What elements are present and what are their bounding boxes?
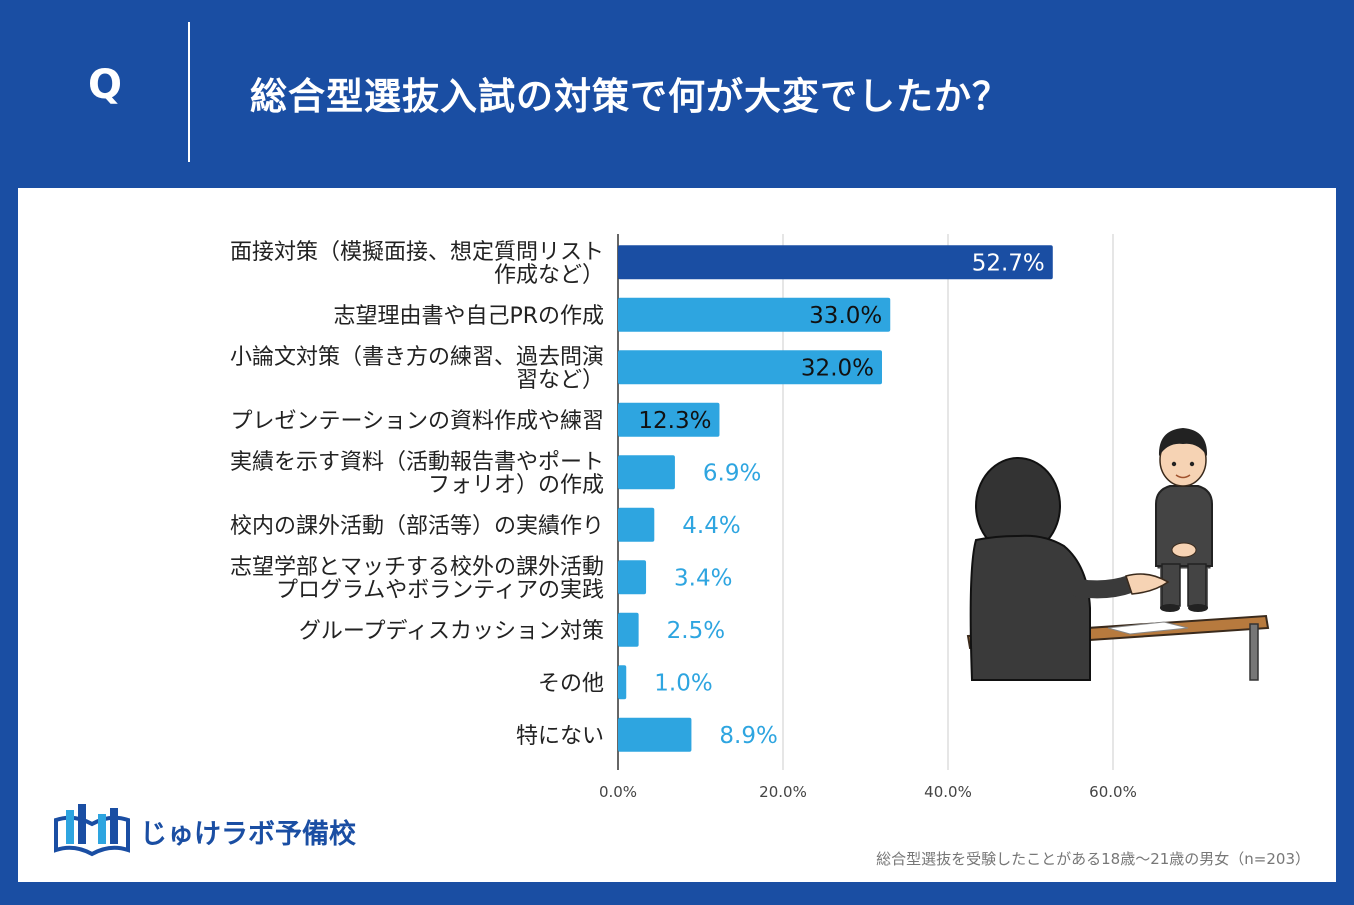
open-book-icon: [54, 804, 130, 857]
category-label: 実績を示す資料（活動報告書やポートフォリオ）の作成: [230, 450, 604, 498]
header: Q 総合型選抜入試の対策で何が大変でしたか？: [0, 0, 1354, 188]
survey-footnote: 総合型選抜を受験したことがある18歳～21歳の男女（n=203）: [876, 850, 1310, 868]
category-label: 面接対策（模擬面接、想定質問リスト作成など）: [230, 240, 604, 288]
bar: [618, 560, 647, 595]
value-labels: 52.7% 33.0% 32.0% 12.3% 6.9% 4.4% 3.4% 2.5% 1.0%…: [638, 250, 1044, 749]
student-icon: [1155, 428, 1213, 612]
value-label: 3.4%: [674, 565, 732, 591]
category-label: 特にない: [516, 724, 604, 749]
bar: [618, 612, 639, 647]
x-tick-label: 0.0%: [599, 783, 637, 798]
bar: [618, 455, 675, 490]
bar: [618, 350, 882, 385]
category-label: 小論文対策（書き方の練習、過去問演習など）: [230, 345, 604, 393]
category-labels: 面接対策（模擬面接、想定質問リスト作成など） 志望理由書や自己PRの作成小論文対策…: [230, 240, 604, 749]
bar: [618, 665, 627, 700]
category-label: プレゼンテーションの資料作成や練習: [230, 409, 604, 434]
value-label: 52.7%: [972, 250, 1045, 276]
value-label: 32.0%: [801, 355, 874, 381]
x-tick-label: 20.0%: [759, 783, 807, 798]
value-label: 1.0%: [654, 670, 712, 696]
category-label: 志望理由書や自己PRの作成: [333, 304, 604, 329]
bars: [618, 245, 1053, 752]
value-label: 2.5%: [667, 618, 725, 644]
x-tick-label: 60.0%: [1089, 783, 1137, 798]
category-label: その他: [538, 671, 604, 696]
bar: [618, 402, 720, 437]
interviewer-icon: [969, 457, 1170, 681]
question-title: 総合型選抜入試の対策で何が大変でしたか？: [250, 75, 1010, 118]
x-axis-ticks: 0.0% 20.0% 40.0% 60.0%: [599, 783, 1137, 798]
question-marker: Q: [87, 62, 122, 108]
value-label: 8.9%: [719, 723, 777, 749]
value-label: 33.0%: [809, 303, 882, 329]
bar-chart: 面接対策（模擬面接、想定質問リスト作成など） 志望理由書や自己PRの作成小論文対策…: [230, 234, 1270, 798]
interview-illustration: [966, 428, 1270, 681]
bar: [618, 245, 1053, 280]
logo: じゅけラボ予備校: [52, 800, 356, 860]
x-tick-label: 40.0%: [924, 783, 972, 798]
chart-card: 面接対策（模擬面接、想定質問リスト作成など） 志望理由書や自己PRの作成小論文対策…: [18, 188, 1336, 882]
bar: [618, 717, 692, 752]
logo-text: じゅけラボ予備校: [140, 819, 356, 850]
value-label: 12.3%: [638, 408, 711, 434]
category-label: グループディスカッション対策: [299, 619, 604, 644]
category-label: 志望学部とマッチする校外の課外活動プログラムやボランティアの実践: [230, 555, 604, 603]
value-label: 6.9%: [703, 460, 761, 486]
value-label: 4.4%: [682, 513, 740, 539]
header-divider: [188, 22, 190, 162]
bar: [618, 507, 655, 542]
category-label: 校内の課外活動（部活等）の実績作り: [230, 514, 604, 539]
bar: [618, 297, 891, 332]
